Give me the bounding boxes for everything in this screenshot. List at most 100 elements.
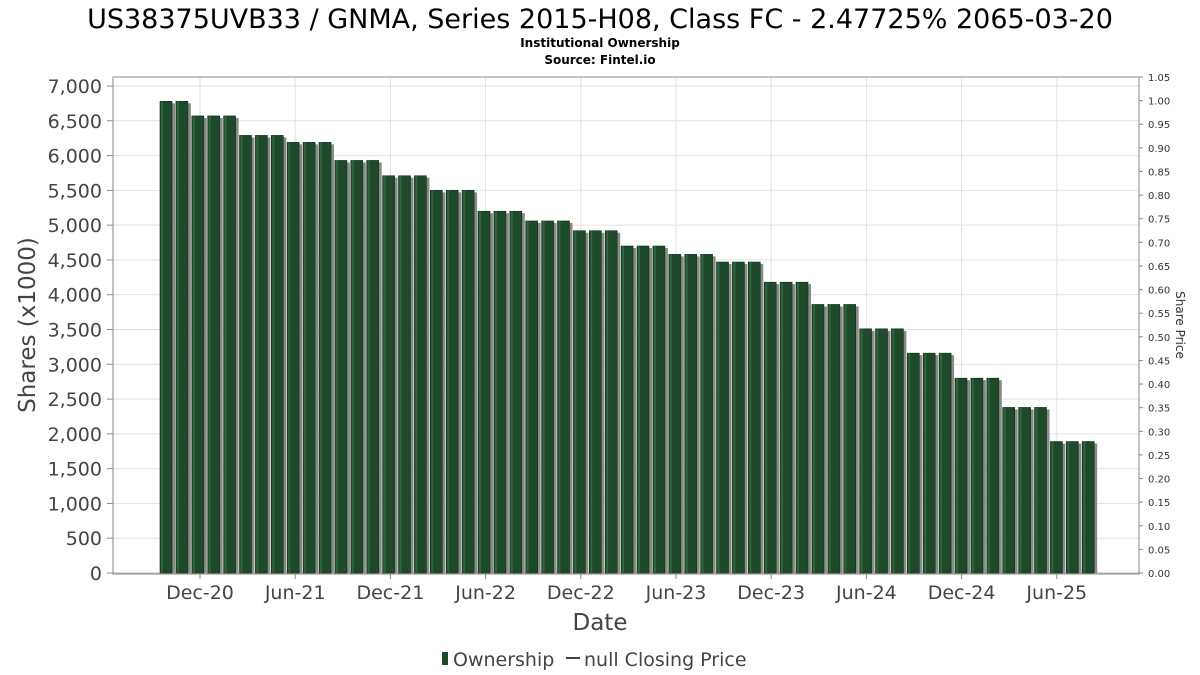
bar-highlight [1067, 441, 1070, 573]
bar-highlight [463, 190, 466, 573]
bar-group [1034, 407, 1050, 574]
x-axis-ticks: Dec-20 Jun-21 Dec-21 Jun-22 Dec-22 Jun-23 Dec-… [166, 574, 1087, 604]
bar-highlight [590, 230, 593, 574]
bar-highlight [574, 230, 577, 574]
bar-highlight [304, 142, 307, 574]
y2-tick-label: 0.95 [1148, 120, 1170, 131]
bar-group [938, 352, 955, 574]
bar-highlight [558, 220, 561, 573]
bar-group [255, 135, 271, 574]
bar-highlight [956, 378, 958, 573]
bar-group [954, 377, 970, 574]
bar-group [286, 142, 303, 574]
bar-highlight [797, 282, 799, 573]
y2-tick-label: 0.30 [1148, 427, 1170, 438]
x-tick-label: Jun-22 [454, 582, 516, 604]
bar-highlight [606, 230, 609, 574]
y-tick-label: 500 [66, 528, 102, 550]
bar-highlight [526, 220, 529, 573]
bar-group [429, 190, 446, 574]
x-tick-label: Jun-21 [264, 582, 326, 604]
bar-group [239, 135, 255, 574]
bar-highlight [399, 175, 402, 574]
bar-group [493, 210, 509, 574]
bar-highlight [781, 282, 784, 573]
bar-highlight [749, 262, 752, 573]
bar-group [1066, 441, 1082, 574]
y2-tick-label: 0.10 [1148, 522, 1170, 533]
bar-group [270, 135, 287, 574]
bar-group [557, 220, 573, 574]
bar-group [732, 261, 748, 574]
bar-group [922, 352, 939, 574]
bar-group [986, 377, 1002, 574]
y2-tick-label: 1.00 [1148, 97, 1170, 108]
bar-group [223, 115, 239, 574]
bar-highlight [940, 353, 943, 573]
y2-tick-label: 0.20 [1148, 475, 1170, 486]
legend-closing-price-label: null Closing Price [584, 649, 747, 671]
y-axis-ticks: 0 500 1,000 1,500 2,000 2,500 3,000 3,500 4,000 4… [48, 76, 113, 585]
bar-highlight [638, 246, 640, 573]
bar-group [1050, 441, 1066, 574]
bar-highlight [1083, 441, 1086, 573]
y-axis-title: Shares (x1000) [15, 237, 41, 413]
bar-group [970, 377, 986, 574]
y2-axis-ticks: 0.00 0.05 0.10 0.15 0.20 0.25 0.30 0.35 0.40 0.45… [1139, 73, 1170, 580]
bar-highlight [1051, 441, 1054, 573]
bar-highlight [1003, 407, 1006, 573]
x-tick-label: Dec-21 [356, 582, 424, 604]
y2-tick-label: 0.50 [1148, 333, 1170, 344]
bar-highlight [320, 142, 322, 574]
legend-ownership-label: Ownership [453, 649, 554, 671]
bar-highlight [494, 211, 497, 573]
bar-highlight [1019, 407, 1022, 573]
bar-highlight [208, 115, 211, 573]
bar-highlight [447, 190, 450, 573]
bar-highlight [765, 282, 768, 573]
bar-highlight [161, 101, 163, 573]
bar-highlight [192, 115, 195, 573]
bar-highlight [383, 175, 386, 574]
bar-highlight [812, 304, 815, 573]
y2-tick-label: 0.40 [1148, 380, 1170, 391]
bar-highlight [415, 175, 418, 574]
bar-highlight [272, 135, 275, 573]
x-tick-label: Jun-24 [835, 582, 897, 604]
y2-axis-title: Share Price [1173, 291, 1187, 359]
bar-highlight [971, 378, 974, 573]
bar-highlight [733, 262, 736, 573]
y2-tick-label: 0.55 [1148, 309, 1170, 320]
bar-highlight [860, 328, 863, 573]
bar-group [875, 328, 891, 574]
bar-highlight [510, 211, 513, 573]
y2-tick-label: 0.00 [1148, 569, 1170, 580]
x-tick-label: Jun-25 [1025, 582, 1087, 604]
bar-group [636, 245, 652, 574]
bar-highlight [431, 190, 434, 573]
bar-highlight [717, 262, 720, 573]
bar-highlight [351, 160, 354, 574]
y-tick-label: 2,500 [48, 389, 102, 411]
bar-group [302, 142, 319, 574]
y-tick-label: 5,500 [48, 180, 102, 202]
bar-group [779, 281, 796, 574]
bar-group [684, 254, 700, 574]
y2-tick-label: 0.75 [1148, 215, 1170, 226]
bar-group [414, 175, 430, 574]
bar-group [1002, 407, 1018, 574]
bar-highlight [701, 254, 704, 573]
y-tick-label: 0 [90, 563, 102, 585]
y-tick-label: 4,000 [48, 285, 102, 307]
y2-tick-label: 1.05 [1148, 73, 1170, 84]
bar-group [509, 210, 525, 574]
bar-group [398, 175, 414, 574]
y2-tick-label: 0.85 [1148, 167, 1170, 178]
bar-group [318, 142, 334, 574]
bar-group [620, 245, 637, 574]
chart-subtitle-line-1: Institutional Ownership [520, 36, 680, 50]
bar-group [541, 220, 557, 574]
bar-highlight [176, 101, 179, 573]
bar-highlight [542, 220, 545, 573]
